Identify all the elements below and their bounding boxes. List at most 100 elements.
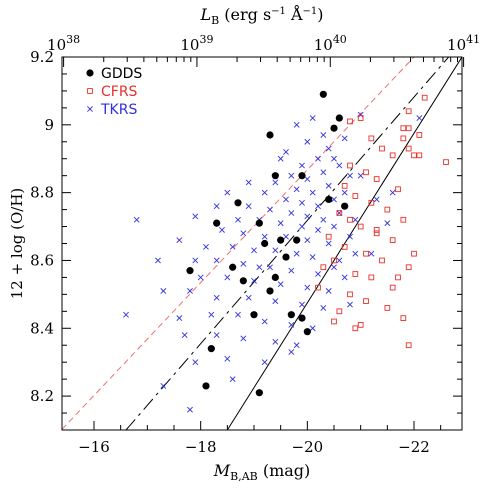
tkrs-point — [347, 172, 353, 179]
tkrs-point — [261, 359, 268, 366]
legend-marker-tkrs — [87, 106, 93, 112]
tkrs-point — [245, 294, 252, 301]
cfrs-point — [363, 250, 369, 257]
tkrs-point — [272, 247, 279, 254]
tkrs-point — [325, 145, 332, 152]
cfrs-point — [400, 216, 407, 223]
tkrs-point — [299, 199, 305, 206]
cfrs-point — [405, 145, 412, 152]
gdds-point — [298, 314, 306, 322]
cfrs-point — [325, 233, 332, 240]
tkrs-point — [304, 284, 311, 291]
gdds-point — [186, 267, 194, 275]
cfrs-point — [341, 183, 348, 189]
tkrs-point — [357, 111, 364, 118]
x-tick-label: −22 — [398, 438, 430, 456]
gdds-point — [234, 199, 242, 207]
cfrs-point — [331, 257, 337, 264]
cfrs-point — [357, 223, 364, 230]
cfrs-point — [363, 298, 369, 304]
tkrs-point — [304, 176, 311, 182]
cfrs-point — [347, 162, 353, 169]
tkrs-point — [272, 298, 279, 305]
top-axis-label: LB (erg s−1 Å−1) — [199, 4, 323, 27]
gdds-point — [271, 172, 279, 180]
gdds-point — [229, 263, 237, 271]
tkrs-point — [160, 288, 167, 294]
cfrs-point — [368, 199, 375, 206]
cfrs-point — [389, 284, 396, 291]
gdds-point — [266, 287, 274, 295]
cfrs-point — [379, 257, 385, 264]
tkrs-point — [261, 233, 268, 240]
cfrs-point — [368, 274, 375, 281]
tkrs-point — [288, 321, 295, 328]
cfrs-point — [400, 315, 407, 321]
tkrs-point — [192, 359, 199, 366]
tkrs-point — [325, 182, 332, 189]
tkrs-point — [347, 233, 353, 240]
top-axis-label-unit-c: ) — [317, 5, 323, 24]
tkrs-point — [299, 223, 305, 230]
tkrs-point — [331, 155, 337, 162]
tkrs-point — [320, 216, 327, 223]
x-axis-label-main: M — [213, 461, 231, 480]
tkrs-point — [315, 227, 321, 233]
top-axis-label-exp1: −1 — [271, 6, 286, 17]
tkrs-point — [240, 230, 247, 237]
tkrs-point — [277, 220, 284, 227]
cfrs-point — [336, 308, 343, 315]
tkrs-point — [155, 257, 161, 264]
tkrs-point — [320, 305, 327, 311]
gdds-point — [330, 124, 338, 132]
tkrs-point — [213, 294, 220, 301]
tkrs-point — [245, 179, 252, 186]
gdds-point — [255, 389, 263, 397]
tkrs-point — [336, 162, 343, 169]
tkrs-point — [309, 325, 316, 332]
cfrs-point — [341, 244, 348, 250]
tkrs-point — [192, 213, 199, 220]
tkrs-point — [192, 257, 199, 264]
tkrs-point — [315, 155, 321, 162]
tkrs-point — [315, 271, 321, 277]
tkrs-point — [240, 335, 247, 342]
tkrs-point — [341, 274, 348, 281]
tkrs-point — [304, 213, 311, 220]
tkrs-point — [283, 149, 289, 155]
tkrs-point — [293, 342, 300, 349]
cfrs-point — [347, 118, 353, 125]
gdds-point — [255, 219, 263, 227]
cfrs-point — [389, 152, 396, 159]
top-axis-label-exp2: −1 — [303, 6, 318, 17]
cfrs-point — [373, 230, 380, 237]
fit-line-solid — [226, 57, 462, 430]
gdds-point — [207, 345, 215, 353]
cfrs-point — [416, 132, 423, 138]
tkrs-point — [309, 254, 316, 260]
tkrs-point — [176, 237, 183, 244]
tkrs-point — [352, 250, 359, 257]
tkrs-point — [229, 376, 236, 383]
y-tick-label: 9 — [44, 116, 54, 134]
tkrs-point — [288, 210, 295, 216]
y-tick-label: 8.6 — [30, 251, 54, 269]
cfrs-point — [443, 159, 449, 165]
tkrs-point — [277, 281, 284, 288]
cfrs-point — [405, 125, 412, 132]
tkrs-point — [288, 172, 295, 179]
tkrs-point — [341, 135, 348, 142]
y-tick-label: 8.8 — [30, 184, 54, 202]
fit-line-dashed — [62, 57, 415, 430]
tkrs-point — [299, 162, 305, 169]
axis-ticks — [62, 56, 465, 431]
tick-labels: −16 −18 −20 −22 8.2 8.4 8.6 8.8 9 9.2 — [30, 48, 430, 456]
y-tick-label: 8.4 — [30, 319, 54, 337]
tkrs-point — [357, 172, 364, 179]
gdds-point — [325, 195, 333, 204]
cfrs-point — [411, 250, 417, 257]
tkrs-point — [283, 196, 289, 203]
tkrs-point — [309, 115, 316, 121]
cfrs-point — [352, 193, 359, 199]
